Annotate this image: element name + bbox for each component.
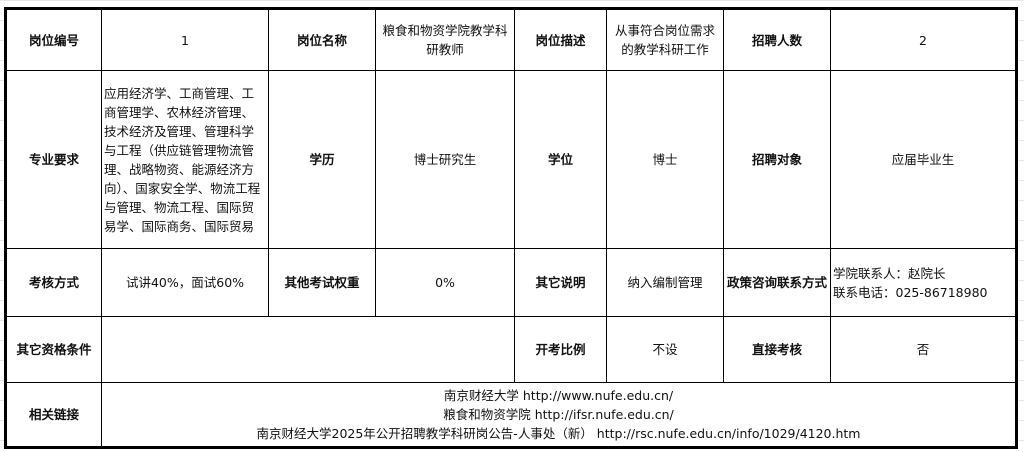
position-name-label: 岗位名称 [268,8,376,71]
hire-count-value: 2 [830,8,1017,71]
link-nufe[interactable]: 南京财经大学 http://www.nufe.edu.cn/ [443,388,674,403]
education-value: 博士研究生 [375,70,515,249]
exam-ratio-value: 不设 [606,316,724,383]
other-qualification-value [101,316,515,383]
direct-assessment-label: 直接考核 [723,316,831,383]
major-value: 应用经济学、工商管理、工商管理学、农林经济管理、技术经济及管理、管理科学与工程（… [101,70,269,249]
direct-assessment-value: 否 [830,316,1017,383]
other-note-label: 其它说明 [514,248,607,317]
links-label: 相关链接 [5,382,102,448]
degree-label: 学位 [514,70,607,249]
link-ifsr[interactable]: 粮食和物资学院 http://ifsr.nufe.edu.cn/ [443,407,674,422]
education-label: 学历 [268,70,376,249]
position-desc-label: 岗位描述 [514,8,607,71]
position-id-value: 1 [101,8,269,71]
other-qualification-label: 其它资格条件 [5,316,102,383]
other-note-value: 纳入编制管理 [606,248,724,317]
exam-ratio-label: 开考比例 [514,316,607,383]
contact-value: 学院联系人：赵院长 联系电话：025-86718980 [830,248,1017,317]
position-desc-value: 从事符合岗位需求的教学科研工作 [606,8,724,71]
exam-weight-label: 其他考试权重 [268,248,376,317]
exam-method-value: 试讲40%，面试60% [101,248,269,317]
target-value: 应届毕业生 [830,70,1017,249]
hire-count-label: 招聘人数 [723,8,831,71]
contact-person: 学院联系人：赵院长 [833,265,946,281]
major-label: 专业要求 [5,70,102,249]
exam-weight-value: 0% [375,248,515,317]
target-label: 招聘对象 [723,70,831,249]
degree-value: 博士 [606,70,724,249]
link-announcement[interactable]: 南京财经大学2025年公开招聘教学科研岗公告-人事处（新） http://rsc… [256,426,861,441]
job-posting-table: 岗位编号 1 岗位名称 粮食和物资学院教学科研教师 岗位描述 从事符合岗位需求的… [4,7,1018,449]
position-id-label: 岗位编号 [5,8,102,71]
exam-method-label: 考核方式 [5,248,102,317]
links-list: 南京财经大学 http://www.nufe.edu.cn/ 粮食和物资学院 h… [101,382,1017,448]
position-name-value: 粮食和物资学院教学科研教师 [375,8,515,71]
contact-phone: 联系电话：025-86718980 [833,284,988,300]
contact-label: 政策咨询联系方式 [723,248,831,317]
